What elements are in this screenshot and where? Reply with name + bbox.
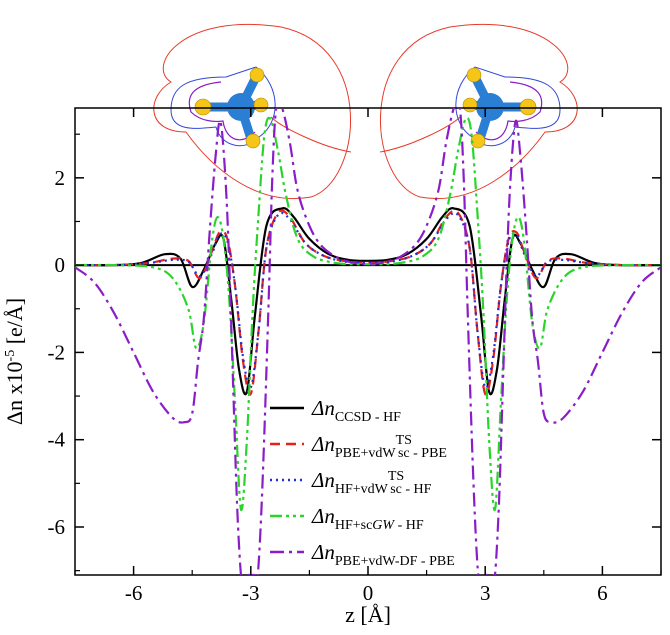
methane-molecule-right [379, 24, 578, 199]
y-tick-label: 0 [55, 253, 66, 277]
density-contour-blue [170, 66, 276, 147]
x-axis-label: z [Å] [345, 602, 391, 627]
carbon-atom [476, 93, 504, 121]
density-contour-red [379, 24, 578, 199]
hydrogen-atom [253, 97, 269, 113]
x-tick-label: -3 [242, 581, 260, 605]
hydrogen-atom [462, 97, 478, 113]
density-contour-blue [455, 66, 561, 147]
x-tick-label: 3 [480, 581, 491, 605]
density-contour-red [153, 24, 352, 199]
y-axis-label: Δn x10-5 [e/Å] [2, 298, 27, 425]
hydrogen-atom [470, 133, 486, 149]
legend-label-3: ΔnHF+scGW - HF [311, 504, 424, 533]
legend: ΔnCCSD - HF ΔnPBE+vdWTS sc - PBE ΔnHF+vdWTS… [270, 396, 455, 569]
plot-frame [74, 107, 662, 576]
y-tick-label: -2 [48, 340, 66, 364]
density-contour-purple [188, 81, 256, 141]
hydrogen-atom [249, 67, 265, 83]
hydrogen-atom [466, 67, 482, 83]
legend-label-0: ΔnCCSD - HF [311, 396, 401, 425]
y-tick-label: -4 [48, 428, 66, 452]
legend-label-1: ΔnPBE+vdWTS sc - PBE [311, 432, 447, 461]
x-tick-label: 6 [597, 581, 608, 605]
density-contour-purple [475, 81, 543, 141]
hydrogen-atom [519, 98, 537, 116]
series-line-1 [75, 209, 661, 396]
hydrogen-atom [245, 133, 261, 149]
series-line-3 [75, 116, 661, 511]
methane-molecule-left [153, 24, 352, 199]
axis-ticks: -6 -3 0 3 6 2 0 -2 -4 -6 [48, 108, 662, 605]
hydrogen-atom [194, 98, 212, 116]
y-tick-label: 2 [55, 166, 66, 190]
legend-label-2: ΔnHF+vdWTS sc - HF [311, 468, 432, 497]
series-line-2 [75, 211, 661, 390]
series-layer [75, 108, 661, 575]
series-line-0 [75, 207, 661, 396]
x-tick-label: -6 [125, 581, 143, 605]
x-tick-label: 0 [363, 581, 374, 605]
carbon-atom [227, 93, 255, 121]
series-line-4 [75, 108, 661, 575]
legend-label-4: ΔnPBE+vdW-DF - PBE [311, 540, 455, 569]
y-tick-label: -6 [48, 515, 66, 539]
